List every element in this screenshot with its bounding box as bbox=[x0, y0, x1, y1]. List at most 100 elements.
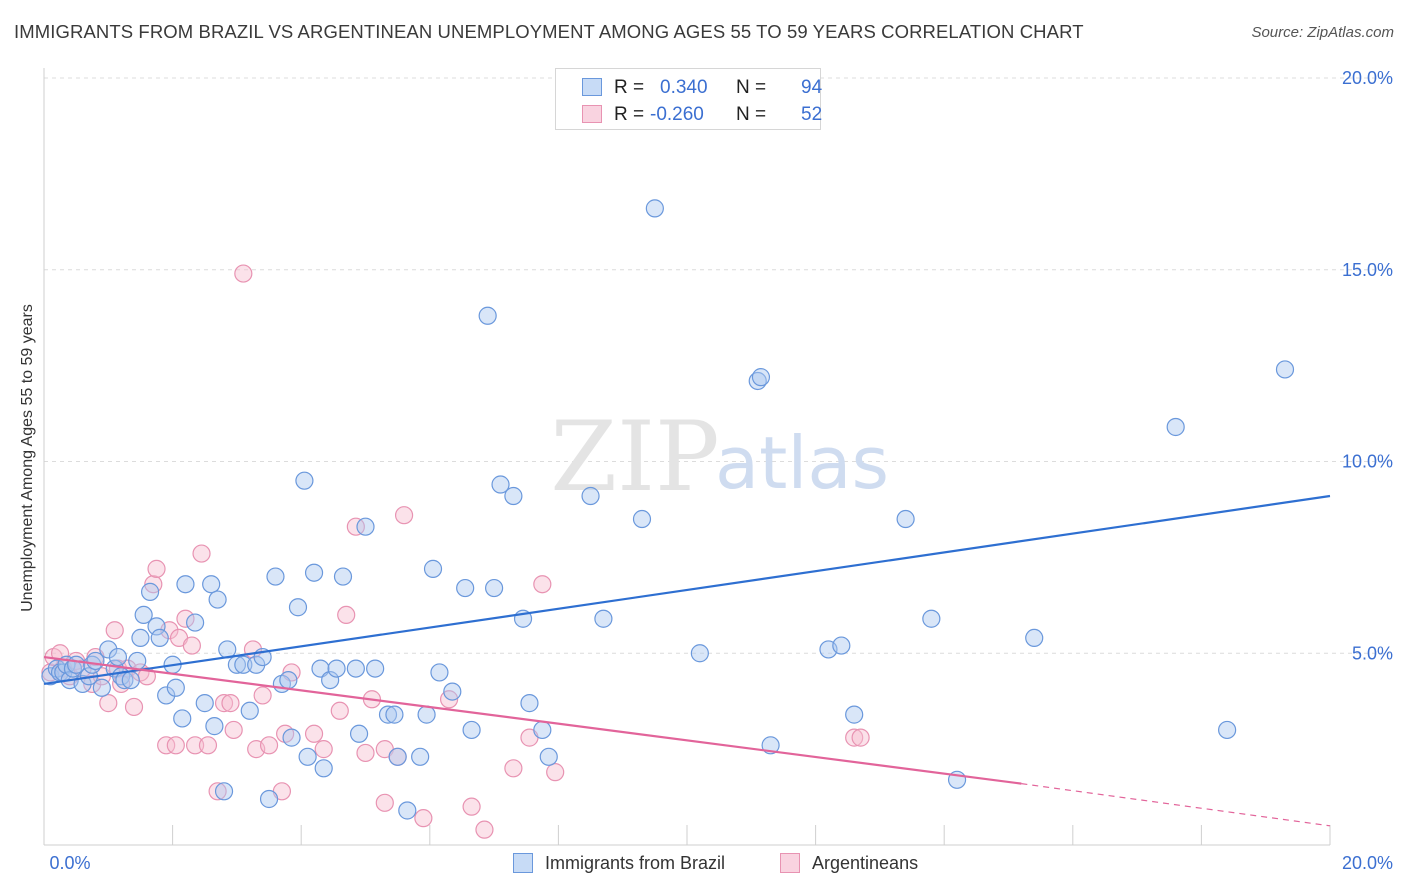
data-point-brazil bbox=[1275, 360, 1295, 379]
data-point-brazil bbox=[128, 651, 147, 671]
data-point-argentineans bbox=[330, 701, 349, 720]
x-tick-label: 0.0% bbox=[49, 853, 90, 873]
data-point-brazil bbox=[462, 720, 481, 740]
data-point-brazil bbox=[504, 486, 523, 506]
data-point-argentineans bbox=[337, 605, 356, 625]
legend-n-value-argentina: 52 bbox=[801, 104, 823, 125]
data-point-argentineans bbox=[192, 544, 211, 563]
data-point-argentineans bbox=[157, 736, 176, 755]
data-point-argentineans bbox=[166, 736, 185, 755]
data-point-brazil bbox=[845, 705, 864, 724]
data-point-brazil bbox=[295, 471, 314, 490]
data-point-argentineans bbox=[346, 517, 365, 536]
data-point-brazil bbox=[398, 801, 417, 820]
data-point-brazil bbox=[443, 682, 462, 701]
legend-r-value-argentina: -0.260 bbox=[650, 104, 704, 125]
data-point-argentineans bbox=[504, 759, 523, 778]
data-point-brazil bbox=[349, 724, 369, 743]
legend-n-label: N = bbox=[736, 104, 767, 125]
data-point-brazil bbox=[327, 659, 346, 678]
data-point-argentineans bbox=[224, 720, 243, 740]
data-point-argentineans bbox=[176, 609, 195, 628]
data-point-brazil bbox=[411, 747, 430, 766]
data-point-argentineans bbox=[475, 820, 494, 839]
data-point-brazil bbox=[333, 567, 353, 586]
data-point-brazil bbox=[346, 659, 365, 678]
data-point-brazil bbox=[131, 628, 150, 648]
data-point-argentineans bbox=[198, 736, 218, 755]
data-point-argentineans bbox=[259, 736, 279, 755]
data-point-brazil bbox=[282, 728, 301, 747]
source-label: Source: ZipAtlas.com bbox=[1251, 24, 1394, 41]
legend-swatch-brazil bbox=[582, 78, 602, 96]
data-point-argentineans bbox=[394, 506, 414, 525]
data-point-brazil bbox=[108, 647, 128, 667]
data-point-argentineans bbox=[314, 740, 333, 759]
legend-r-label: R = bbox=[614, 104, 645, 125]
data-point-argentineans bbox=[414, 809, 433, 828]
data-point-brazil bbox=[366, 659, 385, 678]
y-tick-label: 20.0% bbox=[1342, 68, 1393, 88]
data-point-brazil bbox=[92, 678, 111, 697]
data-point-brazil bbox=[298, 747, 317, 766]
data-point-brazil bbox=[832, 636, 851, 655]
data-point-brazil bbox=[485, 578, 504, 598]
chart-title: IMMIGRANTS FROM BRAZIL VS ARGENTINEAN UN… bbox=[14, 21, 1084, 42]
data-point-brazil bbox=[922, 609, 941, 628]
data-point-brazil bbox=[304, 563, 324, 582]
data-point-argentineans bbox=[214, 694, 234, 713]
grid-layer bbox=[44, 77, 1390, 654]
data-point-brazil bbox=[456, 578, 475, 598]
legend-swatch-argentina bbox=[582, 105, 602, 123]
data-point-brazil bbox=[478, 306, 497, 325]
data-point-brazil bbox=[356, 517, 375, 536]
tick-labels: 5.0% 10.0% 15.0% 20.0% 0.0% 20.0% bbox=[49, 68, 1393, 873]
data-point-brazil bbox=[430, 663, 449, 682]
legend-r-value-brazil: 0.340 bbox=[660, 77, 708, 98]
data-point-brazil bbox=[751, 368, 771, 387]
data-point-brazil bbox=[520, 694, 539, 713]
data-point-brazil bbox=[195, 694, 214, 713]
data-point-brazil bbox=[202, 575, 221, 594]
data-point-brazil bbox=[205, 717, 224, 736]
bottom-legend-label-argentina: Argentineans bbox=[812, 853, 919, 873]
data-point-brazil bbox=[1166, 417, 1185, 437]
bottom-legend-swatch-brazil bbox=[513, 853, 533, 873]
data-point-brazil bbox=[259, 789, 279, 809]
data-point-brazil bbox=[378, 705, 398, 724]
y-tick-label: 15.0% bbox=[1342, 260, 1393, 280]
x-tick-label: 20.0% bbox=[1342, 853, 1393, 873]
data-point-brazil bbox=[417, 705, 436, 724]
trendline-argentineans bbox=[43, 655, 1022, 785]
data-point-brazil bbox=[314, 759, 333, 778]
data-point-brazil bbox=[186, 613, 205, 632]
data-point-brazil bbox=[121, 670, 140, 690]
data-point-argentineans bbox=[356, 743, 375, 763]
data-point-brazil bbox=[166, 678, 185, 697]
data-point-brazil bbox=[157, 686, 176, 705]
data-point-argentineans bbox=[105, 621, 124, 640]
data-point-brazil bbox=[632, 509, 652, 529]
data-point-argentineans bbox=[147, 559, 166, 578]
data-point-argentineans bbox=[182, 636, 201, 655]
data-point-brazil bbox=[388, 747, 407, 766]
data-point-argentineans bbox=[375, 793, 394, 812]
data-point-brazil bbox=[690, 644, 709, 663]
data-point-brazil bbox=[896, 509, 915, 529]
data-point-brazil bbox=[1218, 720, 1237, 740]
data-point-argentineans bbox=[845, 728, 864, 747]
data-point-argentineans bbox=[851, 728, 870, 747]
trendline-brazil bbox=[43, 494, 1331, 686]
data-point-brazil bbox=[147, 617, 166, 636]
data-point-argentineans bbox=[186, 736, 205, 755]
trend-layer bbox=[43, 494, 1331, 827]
bottom-legend-swatch-argentina bbox=[780, 853, 800, 873]
data-point-brazil bbox=[214, 782, 234, 801]
y-axis-label: Unemployment Among Ages 55 to 59 years bbox=[19, 304, 36, 612]
bottom-legend-label-brazil: Immigrants from Brazil bbox=[545, 853, 726, 873]
data-point-brazil bbox=[208, 590, 227, 609]
data-point-brazil bbox=[173, 709, 192, 728]
data-point-argentineans bbox=[221, 694, 240, 713]
data-point-brazil bbox=[288, 598, 308, 617]
